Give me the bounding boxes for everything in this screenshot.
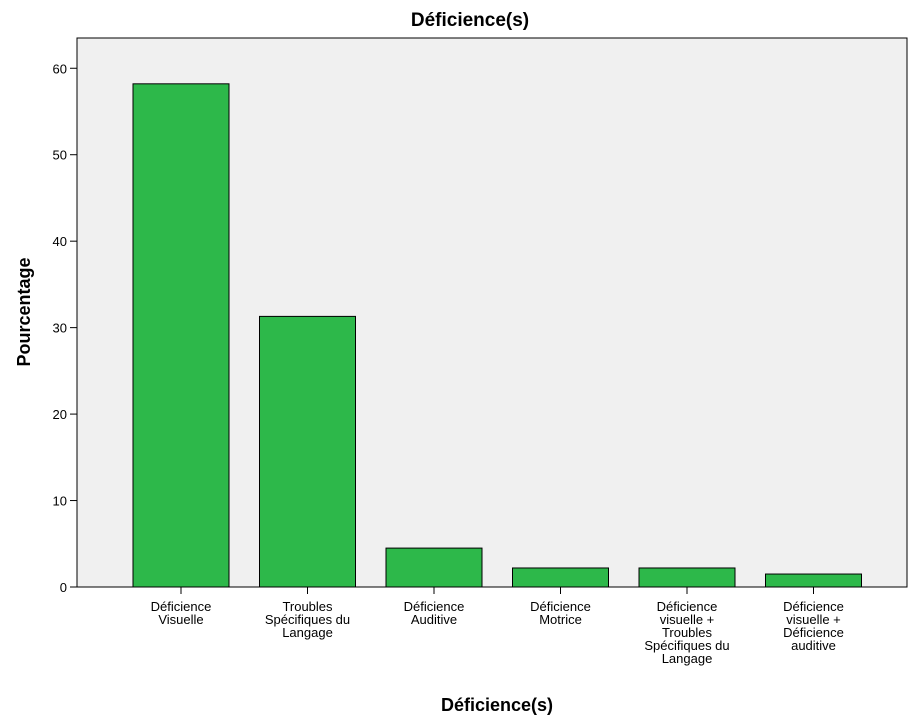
x-category-label-line: Déficience xyxy=(657,599,718,614)
bar xyxy=(259,315,356,588)
y-axis-label: Pourcentage xyxy=(14,257,34,366)
y-tick-label: 60 xyxy=(53,61,67,76)
x-category-label-line: auditive xyxy=(791,638,836,653)
bar xyxy=(638,567,736,588)
y-tick-label: 10 xyxy=(53,494,67,509)
bar xyxy=(765,573,862,588)
x-category-label-line: Troubles xyxy=(662,625,713,640)
x-category-label-line: visuelle + xyxy=(786,612,841,627)
x-category-label: Déficience visuelle + Déficience auditive xyxy=(783,599,844,653)
bars-group xyxy=(132,83,862,588)
x-category-label-line: Spécifiques du xyxy=(644,638,729,653)
x-category-label-line: Déficience xyxy=(783,599,844,614)
y-tick-label: 0 xyxy=(60,580,67,595)
x-category-label-line: Déficience xyxy=(530,599,591,614)
y-axis: 0 10 20 30 40 50 60 xyxy=(53,61,77,595)
x-category-label-line: Déficience xyxy=(404,599,465,614)
x-category-label-line: Visuelle xyxy=(158,612,203,627)
x-category-label: Déficience Auditive xyxy=(404,599,465,627)
x-category-label-line: Spécifiques du xyxy=(265,612,350,627)
bar xyxy=(132,83,230,588)
y-tick-label: 20 xyxy=(53,407,67,422)
x-axis-label: Déficience(s) xyxy=(441,695,553,715)
x-category-label: Troubles Spécifiques du Langage xyxy=(265,599,350,640)
y-tick-label: 50 xyxy=(53,148,67,163)
y-tick-label: 40 xyxy=(53,234,67,249)
bar xyxy=(512,567,609,588)
x-category-label-line: Auditive xyxy=(411,612,457,627)
x-category-label-line: Langage xyxy=(282,625,333,640)
x-category-label-line: Troubles xyxy=(282,599,333,614)
chart-title: Déficience(s) xyxy=(411,10,529,31)
x-category-label-line: Motrice xyxy=(539,612,582,627)
x-category-label: Déficience visuelle + Troubles Spécifiques … xyxy=(644,599,729,666)
x-category-label-line: visuelle + xyxy=(660,612,715,627)
x-category-label: Déficience Motrice xyxy=(530,599,591,627)
y-tick-label: 30 xyxy=(53,321,67,336)
x-category-label-line: Déficience xyxy=(783,625,844,640)
x-category-label-line: Langage xyxy=(662,651,713,666)
x-category-label-line: Déficience xyxy=(151,599,212,614)
bar xyxy=(385,547,483,588)
x-category-label: Déficience Visuelle xyxy=(151,599,212,627)
